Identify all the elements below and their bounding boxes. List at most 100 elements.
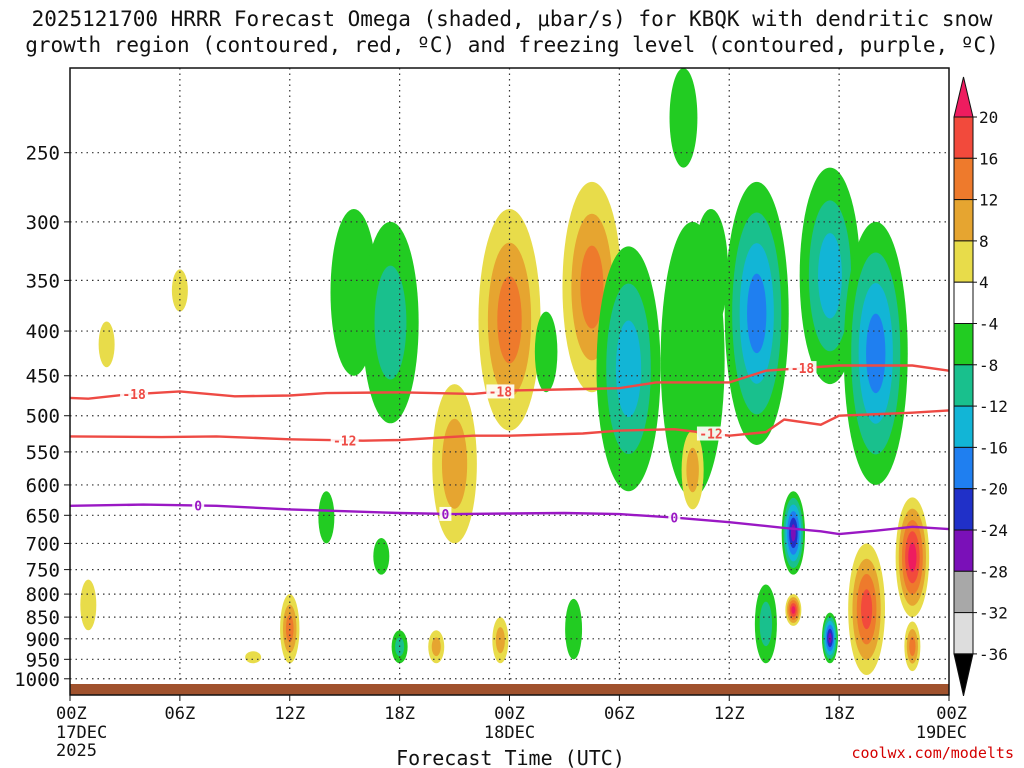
colorbar-label-0: 20	[979, 108, 998, 127]
omega-cell-20-level-1	[686, 447, 699, 493]
y-tick-label-350: 350	[26, 270, 60, 292]
y-tick-label-1000: 1000	[14, 669, 60, 691]
omega-cell-17-level-2	[615, 320, 642, 418]
x-tick-date-4: 18DEC	[484, 723, 535, 743]
omega-cell-21-level-0	[693, 209, 729, 332]
contour-line-1	[70, 409, 949, 442]
contour-line-2	[70, 503, 949, 536]
omega-cell-25-level-2	[818, 233, 842, 319]
omega-cell-16-level-2	[580, 245, 604, 329]
grid-lines	[70, 68, 949, 695]
x-tick-label-7: 18Z	[824, 704, 855, 724]
y-tick-label-750: 750	[26, 560, 60, 582]
y-tick-label-450: 450	[26, 366, 60, 388]
omega-cell-7-level-0	[318, 491, 335, 544]
colorbar-label-3: 8	[979, 232, 989, 251]
omega-cell-1-level-0	[98, 321, 115, 368]
title-line-2: growth region (contoured, red, ºC) and f…	[25, 33, 999, 57]
terrain-strip	[70, 684, 949, 695]
contour-label-2-2: 0	[670, 512, 678, 527]
y-tick-label-800: 800	[26, 584, 60, 606]
colorbar-label-7: -12	[979, 397, 1008, 416]
colorbar: 20 16 12 8 4 -4 -8 -12 -16 -20 -24 -28 -32 -36	[953, 76, 1008, 697]
colorbar-segment-10	[953, 529, 974, 572]
omega-cell-13-level-1	[495, 627, 505, 654]
x-tick-label-1: 06Z	[165, 704, 196, 724]
colorbar-segment-6	[953, 364, 974, 407]
x-tick-date-8: 19DEC	[916, 723, 967, 743]
x-tick-label-6: 12Z	[714, 704, 745, 724]
y-tick-label-650: 650	[26, 505, 60, 527]
x-tick-label-4: 00Z	[494, 704, 525, 724]
contour-label-bg-2-1	[439, 506, 452, 521]
omega-cell-8-level-0	[373, 537, 390, 575]
x-tick-label-3: 18Z	[384, 704, 415, 724]
colorbar-label-11: -28	[979, 562, 1008, 581]
contour-label-bg-1-1	[696, 426, 725, 441]
omega-cell-11-level-1	[441, 418, 468, 509]
colorbar-label-6: -8	[979, 356, 998, 375]
omega-cell-3-level-2	[285, 615, 294, 643]
x-axis-title: Forecast Time (UTC)	[396, 746, 625, 768]
title-line-1: 2025121700 HRRR Forecast Omega (shaded, …	[31, 7, 993, 31]
contour-label-0-1: -18	[489, 385, 513, 400]
colorbar-label-2: 12	[979, 191, 998, 210]
y-tick-label-700: 700	[26, 533, 60, 555]
contour-label-bg-2-0	[192, 498, 205, 513]
colorbar-segment-11	[953, 570, 974, 614]
contour-label-bg-0-2	[788, 361, 817, 376]
x-tick-label-8: 00Z	[936, 704, 967, 724]
y-tick-label-500: 500	[26, 406, 60, 428]
colorbar-label-4: 4	[979, 273, 989, 292]
contour-label-0-0: -18	[122, 388, 146, 403]
contour-label-1-1: -12	[699, 428, 722, 443]
colorbar-segment-12	[953, 612, 974, 655]
omega-cell-6-level-1	[374, 265, 407, 380]
omega-cell-27-level-4	[791, 606, 796, 614]
credit-link[interactable]: coolwx.com/modelts	[851, 744, 1014, 762]
omega-cell-23-level-5	[790, 524, 796, 542]
omega-cell-28-level-5	[828, 632, 832, 644]
x-tick-label-0: 00Z	[56, 704, 87, 724]
contour-label-bg-1-0	[330, 433, 359, 448]
omega-cell-15-level-0	[565, 598, 583, 660]
omega-cell-14-level-0	[534, 311, 558, 393]
colorbar-label-12: -32	[979, 604, 1008, 623]
chart-title: 2025121700 HRRR Forecast Omega (shaded, …	[0, 6, 1024, 58]
omega-cell-31-level-2	[909, 636, 916, 657]
colorbar-segment-5	[953, 323, 974, 366]
colorbar-top-arrow	[953, 76, 974, 118]
y-tick-label-400: 400	[26, 321, 60, 343]
colorbar-label-13: -36	[979, 645, 1008, 664]
y-tick-label-600: 600	[26, 475, 60, 497]
colorbar-segment-2	[953, 199, 974, 242]
contour-lines: -18 -18 -18 -12 -12 0 0 0	[70, 361, 949, 536]
colorbar-label-10: -24	[979, 521, 1008, 540]
colorbar-label-1: 16	[979, 149, 998, 168]
contour-label-bg-2-2	[668, 510, 681, 525]
x-tick-date-0: 17DEC	[56, 723, 107, 743]
omega-cell-0-level-0	[80, 579, 97, 631]
y-tick-label-300: 300	[26, 212, 60, 234]
colorbar-segment-9	[953, 488, 974, 531]
colorbar-segment-0	[953, 116, 974, 159]
x-tick-label-5: 06Z	[604, 704, 635, 724]
omega-cell-26-level-3	[866, 313, 886, 394]
contour-label-bg-0-0	[120, 387, 149, 402]
y-tick-label-250: 250	[26, 143, 60, 165]
colorbar-label-9: -20	[979, 480, 1008, 499]
colorbar-segment-4	[953, 281, 974, 325]
contour-label-bg-0-1	[486, 384, 515, 399]
contour-label-0-2: -18	[791, 362, 815, 377]
omega-cell-10-level-1	[431, 637, 441, 657]
omega-cell-12-level-2	[497, 276, 522, 364]
terrain-bar	[70, 684, 949, 695]
y-tick-label-900: 900	[26, 629, 60, 651]
y-axis: 2503003504004505005506006507007508008509…	[14, 143, 70, 691]
x-tick-label-2: 12Z	[274, 704, 305, 724]
colorbar-segment-3	[953, 240, 974, 283]
contour-label-2-1: 0	[441, 508, 449, 523]
omega-cell-29-level-3	[861, 589, 873, 630]
